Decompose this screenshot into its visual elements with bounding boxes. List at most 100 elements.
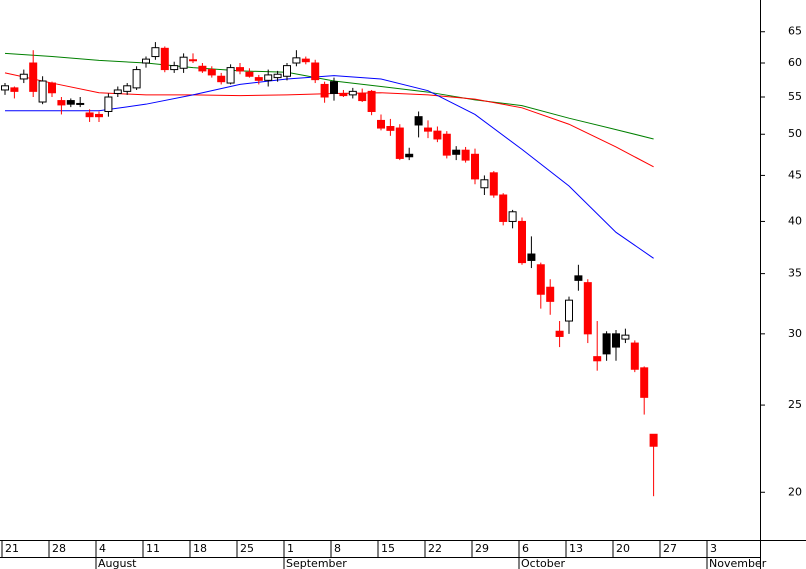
candle-body <box>1 85 9 91</box>
candle-body <box>38 80 47 103</box>
candle-body <box>245 71 254 77</box>
candle-body <box>76 102 85 105</box>
candle-body <box>565 299 573 322</box>
candle-body <box>602 333 611 355</box>
candle-body <box>19 73 28 80</box>
x-tick-label: 25 <box>240 542 254 555</box>
candle-body <box>612 333 620 348</box>
x-tick-label: 27 <box>663 542 677 555</box>
candle-body <box>593 356 602 362</box>
y-tick-label: 25 <box>788 398 802 411</box>
candle-body <box>95 113 103 118</box>
x-tick-label: 3 <box>710 542 717 555</box>
candle-body <box>85 112 94 118</box>
candle-body <box>254 77 263 81</box>
candle-body <box>132 69 141 89</box>
candle-body <box>123 85 132 92</box>
candle-body <box>630 342 639 370</box>
x-tick-label: 11 <box>146 542 160 555</box>
candle-body <box>160 47 169 71</box>
candle-body <box>452 149 461 155</box>
candle-body <box>518 220 526 264</box>
candle-body <box>499 194 508 222</box>
candle-body <box>226 67 235 84</box>
x-tick-label: 1 <box>287 542 294 555</box>
candle-body <box>170 65 179 71</box>
candle-body <box>461 149 470 161</box>
y-tick-label: 60 <box>788 56 802 69</box>
candle-body <box>386 126 395 131</box>
month-label: August <box>98 557 137 569</box>
candle-body <box>442 133 451 156</box>
candle-body <box>292 57 301 64</box>
x-tick-label: 22 <box>428 542 442 555</box>
candle-body <box>207 69 216 76</box>
candle-body <box>574 275 583 281</box>
candle-body <box>57 100 66 106</box>
candle-body <box>583 282 592 335</box>
candle-body <box>48 82 56 94</box>
x-tick-label: 15 <box>381 542 395 555</box>
candle-body <box>471 153 479 180</box>
candle-body <box>480 179 489 189</box>
y-tick-label: 40 <box>788 214 802 227</box>
x-tick-label: 21 <box>5 542 19 555</box>
candle-body <box>320 83 329 98</box>
candle-body <box>367 90 376 112</box>
month-label: October <box>521 557 565 569</box>
candle-body <box>264 74 273 81</box>
candle-body <box>377 119 385 129</box>
candle-body <box>311 62 320 81</box>
x-tick-label: 4 <box>99 542 106 555</box>
x-tick-label: 18 <box>193 542 207 555</box>
x-tick-label: 28 <box>52 542 66 555</box>
candle-body <box>151 47 160 58</box>
x-tick-label: 8 <box>334 542 341 555</box>
candle-body <box>527 253 536 261</box>
y-tick-label: 50 <box>788 127 802 140</box>
candle-body <box>66 100 75 105</box>
candle-body <box>489 172 498 196</box>
candle-body <box>189 59 197 62</box>
candle-body <box>433 130 442 140</box>
candle-body <box>555 330 564 337</box>
moving-average <box>5 75 654 259</box>
candle-body <box>536 264 545 295</box>
candle-body <box>358 92 367 102</box>
x-tick-label: 20 <box>616 542 630 555</box>
candle-body <box>283 65 291 77</box>
candle-body <box>621 334 630 340</box>
candle-body <box>273 73 282 79</box>
month-label: September <box>286 557 347 569</box>
y-tick-label: 45 <box>788 168 802 181</box>
candle-body <box>179 56 188 69</box>
candle-body <box>330 81 338 94</box>
candle-body <box>339 92 348 97</box>
candle-body <box>640 367 649 398</box>
candle-body <box>414 116 423 126</box>
y-tick-label: 55 <box>788 90 802 103</box>
candle-body <box>236 67 244 72</box>
candle-body <box>405 153 414 158</box>
candle-body <box>104 96 113 112</box>
candle-body <box>348 90 357 96</box>
y-tick-label: 65 <box>788 25 802 38</box>
candle-body <box>10 87 19 92</box>
candle-body <box>142 58 150 64</box>
candle-body <box>395 127 404 159</box>
y-tick-label: 35 <box>788 267 802 280</box>
candle-body <box>113 89 122 94</box>
candle-body <box>649 433 658 447</box>
x-tick-label: 13 <box>569 542 583 555</box>
candle-body <box>508 211 517 222</box>
candle-body <box>217 75 226 83</box>
candle-body <box>424 127 432 132</box>
candle-body <box>301 58 310 63</box>
y-tick-label: 30 <box>788 327 802 340</box>
candle-body <box>198 65 207 72</box>
candle-body <box>546 286 555 302</box>
x-tick-label: 6 <box>522 542 529 555</box>
month-label: November <box>709 557 767 569</box>
